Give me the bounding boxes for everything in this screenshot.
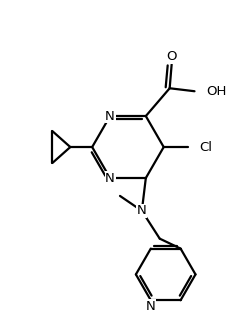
Text: O: O [166,50,177,63]
Text: N: N [146,300,156,313]
Text: OH: OH [206,85,227,98]
Text: Cl: Cl [199,141,212,154]
Text: N: N [137,204,147,217]
Text: N: N [105,110,115,122]
Text: N: N [105,171,115,185]
